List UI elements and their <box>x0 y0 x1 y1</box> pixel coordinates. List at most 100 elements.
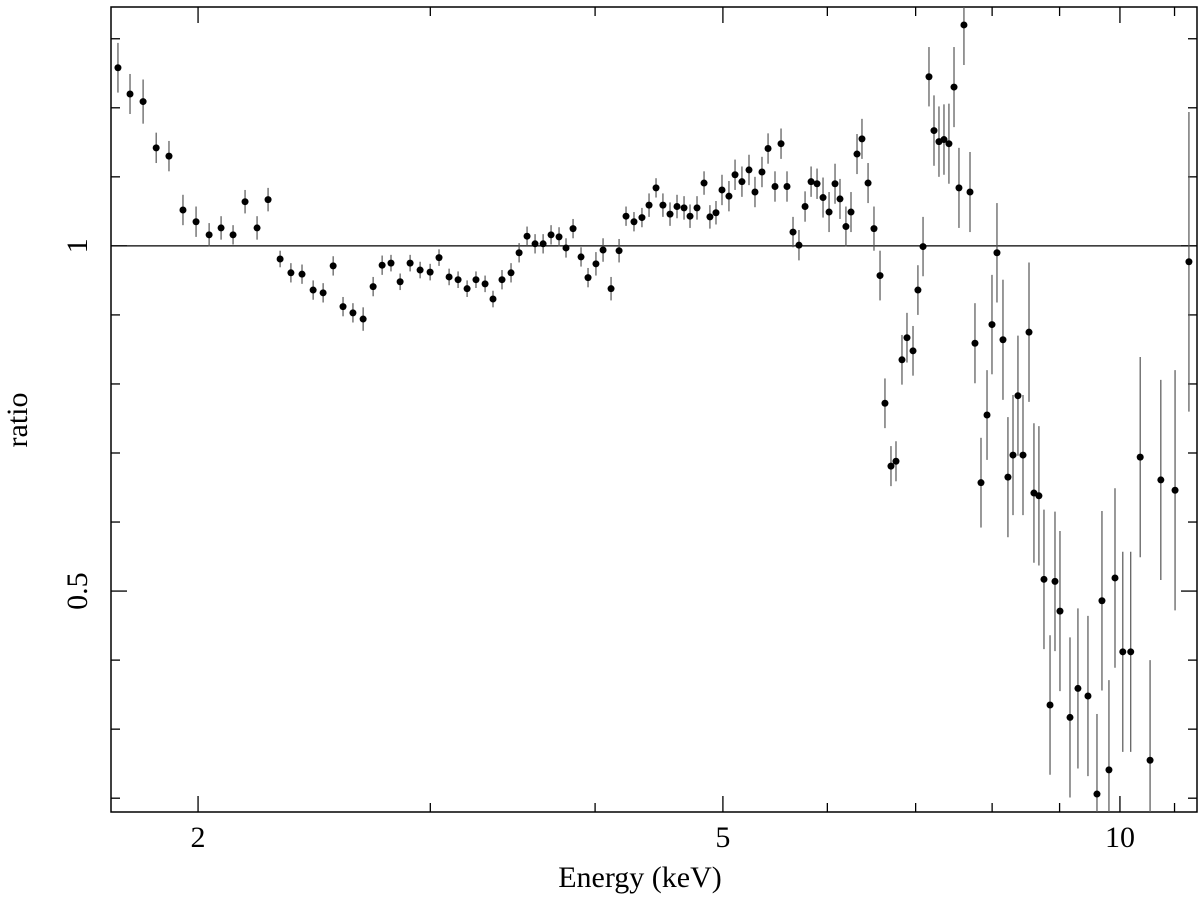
data-point <box>825 208 833 216</box>
data-point <box>1066 713 1074 721</box>
data-point <box>1040 575 1048 583</box>
data-point <box>319 289 327 297</box>
data-point <box>903 334 911 342</box>
data-point <box>919 243 927 251</box>
data-point <box>489 295 497 303</box>
data-point <box>700 179 708 187</box>
data-point <box>999 336 1007 344</box>
data-point <box>607 285 615 293</box>
data-point <box>777 140 785 148</box>
data-point <box>1111 574 1119 582</box>
y-tick-label: 1 <box>61 238 94 253</box>
data-point <box>898 356 906 364</box>
data-point <box>725 192 733 200</box>
data-point <box>751 188 759 196</box>
data-point <box>731 171 739 179</box>
data-point <box>622 212 630 220</box>
data-point <box>693 204 701 212</box>
data-point <box>515 249 523 257</box>
data-point <box>426 268 434 276</box>
data-point <box>359 315 367 323</box>
data-point <box>712 209 720 217</box>
data-point <box>988 321 996 329</box>
data-point <box>531 240 539 248</box>
data-point <box>930 127 938 135</box>
data-point <box>925 73 933 81</box>
data-point <box>369 283 377 291</box>
data-point <box>1051 577 1059 585</box>
data-point <box>192 218 200 226</box>
data-point <box>416 266 424 274</box>
data-point <box>1004 473 1012 481</box>
data-point <box>387 259 395 267</box>
data-point <box>950 83 958 91</box>
data-point <box>909 347 917 355</box>
data-point <box>396 278 404 286</box>
data-point <box>1093 790 1101 798</box>
data-point <box>463 285 471 293</box>
data-point <box>993 249 1001 257</box>
data-point <box>945 140 953 148</box>
data-point <box>1025 328 1033 336</box>
data-point <box>652 184 660 192</box>
data-point <box>645 201 653 209</box>
data-point <box>813 180 821 188</box>
data-point <box>454 276 462 284</box>
data-point <box>445 273 453 281</box>
data-point <box>1127 648 1135 656</box>
data-point <box>666 210 674 218</box>
x-tick-label: 10 <box>1105 821 1135 854</box>
data-point <box>139 98 147 106</box>
data-point <box>960 21 968 29</box>
data-point <box>892 457 900 465</box>
data-point <box>1098 597 1106 605</box>
data-point <box>1009 451 1017 459</box>
data-point <box>914 286 922 294</box>
data-point <box>1084 692 1092 700</box>
data-point <box>584 274 592 282</box>
data-point <box>539 240 547 248</box>
data-point <box>977 479 985 487</box>
data-point <box>472 276 480 284</box>
y-tick-label: 0.5 <box>61 572 94 610</box>
data-point <box>831 180 839 188</box>
data-point <box>842 223 850 231</box>
data-point <box>329 262 337 270</box>
data-point <box>217 224 225 232</box>
data-point <box>1074 684 1082 692</box>
data-point <box>738 178 746 186</box>
data-point <box>569 225 577 233</box>
data-point <box>126 90 134 98</box>
data-point <box>718 186 726 194</box>
data-point <box>940 136 948 144</box>
data-point <box>966 188 974 196</box>
data-point <box>706 213 714 221</box>
data-point <box>858 135 866 143</box>
data-point <box>1157 476 1165 484</box>
data-point <box>114 64 122 72</box>
data-point <box>795 241 803 249</box>
data-point <box>783 183 791 191</box>
data-point <box>205 231 213 239</box>
data-point <box>253 224 261 232</box>
data-point <box>1136 453 1144 461</box>
data-point <box>298 270 306 278</box>
data-point <box>276 255 284 263</box>
data-point <box>378 261 386 269</box>
data-point <box>680 204 688 212</box>
data-point <box>807 178 815 186</box>
data-point <box>523 232 531 240</box>
data-point <box>498 276 506 284</box>
data-point <box>592 260 600 268</box>
data-point <box>599 246 607 254</box>
data-point <box>638 214 646 222</box>
data-point <box>630 218 638 226</box>
data-point <box>339 303 347 311</box>
y-axis-label: ratio <box>1 393 34 448</box>
data-point <box>152 144 160 152</box>
data-point <box>881 399 889 407</box>
plot-frame <box>110 6 1198 813</box>
data-point <box>481 280 489 288</box>
data-point <box>864 179 872 187</box>
